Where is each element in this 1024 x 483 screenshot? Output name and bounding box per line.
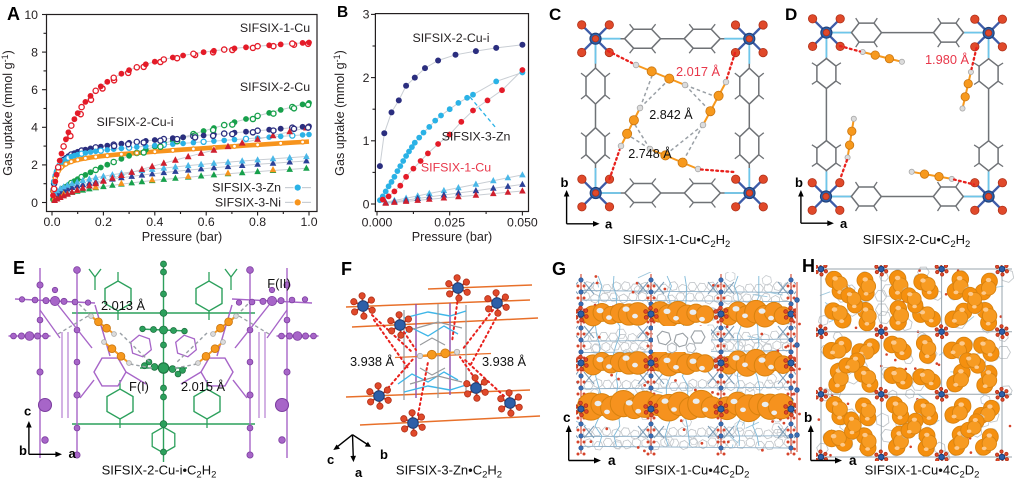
svg-text:2: 2	[363, 71, 370, 85]
svg-text:a: a	[608, 453, 616, 468]
svg-text:4: 4	[31, 121, 38, 135]
svg-text:SIFSIX-3-Zn: SIFSIX-3-Zn	[212, 181, 281, 195]
svg-text:0.6: 0.6	[198, 215, 215, 229]
svg-text:G: G	[552, 259, 566, 279]
svg-text:a: a	[69, 446, 77, 461]
svg-text:2.842 Å: 2.842 Å	[649, 107, 693, 122]
svg-text:10: 10	[24, 8, 38, 22]
svg-text:A: A	[7, 4, 20, 24]
svg-text:a: a	[849, 453, 857, 468]
svg-text:F: F	[341, 259, 352, 279]
svg-text:1.0: 1.0	[300, 215, 317, 229]
svg-text:0.4: 0.4	[146, 215, 163, 229]
svg-text:Pressure (bar): Pressure (bar)	[412, 230, 492, 244]
svg-text:F(II): F(II)	[267, 276, 290, 291]
svg-text:1.980 Å: 1.980 Å	[925, 52, 970, 67]
svg-text:Gas uptake (mmol g-1): Gas uptake (mmol g-1)	[0, 50, 15, 176]
svg-text:SIFSIX-3-Zn: SIFSIX-3-Zn	[442, 130, 511, 144]
svg-text:SIFSIX-2-Cu-i: SIFSIX-2-Cu-i	[412, 31, 489, 45]
svg-text:3.938 Å: 3.938 Å	[482, 354, 527, 369]
svg-text:a: a	[840, 216, 848, 231]
svg-text:b: b	[804, 410, 812, 425]
svg-text:SIFSIX-3-Ni: SIFSIX-3-Ni	[215, 196, 281, 210]
svg-text:2.748 Å: 2.748 Å	[628, 146, 672, 161]
svg-text:Pressure (bar): Pressure (bar)	[142, 230, 222, 244]
svg-text:a: a	[605, 217, 613, 232]
svg-text:0.8: 0.8	[249, 215, 266, 229]
svg-text:b: b	[380, 447, 388, 462]
svg-text:3: 3	[363, 8, 370, 22]
svg-text:6: 6	[31, 83, 38, 97]
svg-text:E: E	[13, 258, 25, 278]
svg-text:SIFSIX-2-Cu•C2H2: SIFSIX-2-Cu•C2H2	[863, 232, 971, 250]
svg-text:F(I): F(I)	[129, 379, 149, 394]
svg-text:H: H	[802, 256, 815, 276]
svg-text:8: 8	[31, 45, 38, 59]
svg-text:2: 2	[31, 158, 38, 172]
svg-text:0.025: 0.025	[434, 216, 465, 230]
svg-text:0.000: 0.000	[362, 216, 393, 230]
svg-text:b: b	[795, 175, 803, 190]
svg-text:SIFSIX-1-Cu: SIFSIX-1-Cu	[240, 21, 310, 35]
svg-text:C: C	[549, 5, 561, 24]
svg-text:D: D	[785, 5, 797, 24]
svg-text:SIFSIX-1-Cu•4C2D2: SIFSIX-1-Cu•4C2D2	[865, 463, 980, 481]
svg-text:0: 0	[363, 197, 370, 211]
svg-text:2.017 Å: 2.017 Å	[676, 64, 721, 79]
svg-text:SIFSIX-1-Cu: SIFSIX-1-Cu	[421, 161, 491, 175]
svg-text:a: a	[355, 465, 363, 480]
svg-text:SIFSIX-2-Cu: SIFSIX-2-Cu	[240, 80, 310, 94]
svg-text:0.0: 0.0	[43, 215, 60, 229]
svg-text:0: 0	[31, 196, 38, 210]
svg-text:3.938 Å: 3.938 Å	[350, 354, 395, 369]
svg-text:Gas uptake (mmol g-1): Gas uptake (mmol g-1)	[332, 50, 347, 176]
svg-text:SIFSIX-2-Cu-i: SIFSIX-2-Cu-i	[96, 115, 173, 129]
svg-text:SIFSIX-1-Cu•C2H2: SIFSIX-1-Cu•C2H2	[623, 232, 731, 250]
svg-text:SIFSIX-1-Cu•4C2D2: SIFSIX-1-Cu•4C2D2	[635, 463, 750, 481]
svg-text:c: c	[327, 452, 334, 467]
svg-text:0.050: 0.050	[507, 216, 538, 230]
svg-text:2.015 Å: 2.015 Å	[181, 379, 226, 394]
svg-text:b: b	[19, 443, 27, 458]
svg-text:1: 1	[363, 134, 370, 148]
svg-text:SIFSIX-2-Cu-i•C2H2: SIFSIX-2-Cu-i•C2H2	[102, 463, 217, 481]
svg-text:c: c	[24, 404, 31, 419]
svg-text:c: c	[563, 410, 571, 425]
svg-text:2.013 Å: 2.013 Å	[101, 298, 146, 313]
svg-text:0.2: 0.2	[95, 215, 112, 229]
svg-text:b: b	[561, 175, 569, 190]
svg-text:SIFSIX-3-Zn•C2H2: SIFSIX-3-Zn•C2H2	[396, 463, 502, 481]
svg-text:B: B	[337, 4, 348, 21]
